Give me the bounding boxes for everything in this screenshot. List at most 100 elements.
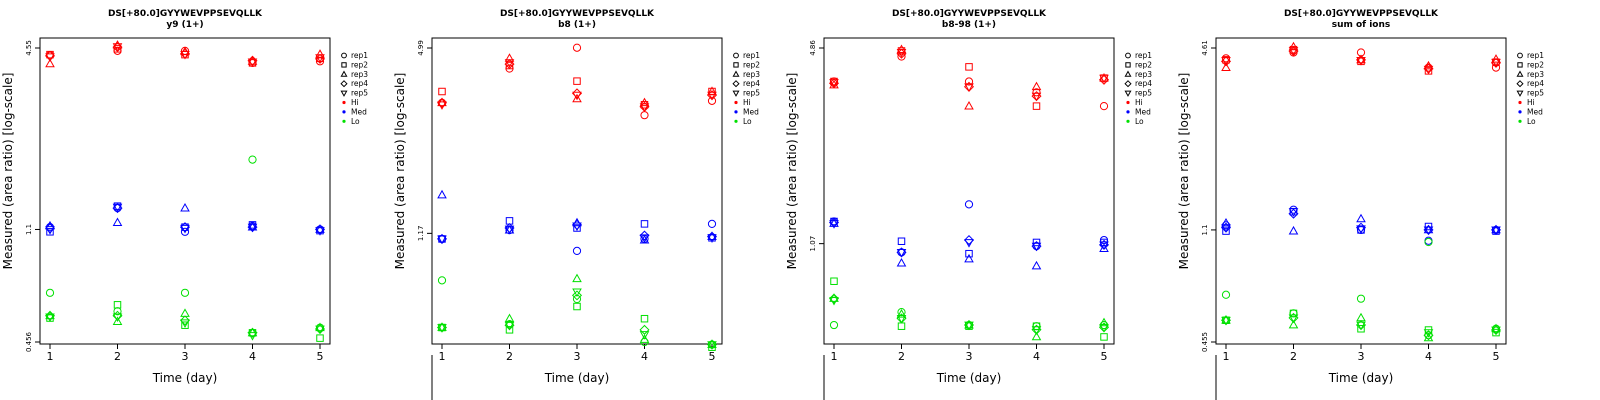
legend-label-rep4: rep4	[1135, 79, 1152, 88]
legend-marker-rep3	[1124, 70, 1132, 77]
data-point-hi-rep1-day5	[707, 96, 717, 105]
data-point-med-rep5-day5	[1491, 226, 1501, 236]
data-point-med-rep4-day4	[639, 230, 650, 241]
x-tick-label: 4	[641, 350, 648, 363]
chart-subtitle: b8 (1+)	[558, 20, 596, 30]
data-point-lo-rep1-day3	[180, 288, 190, 297]
legend-marker-lo	[734, 119, 738, 123]
data-point-lo-rep5-day5	[315, 325, 325, 335]
y-axis-label: Measured (area ratio) [log-scale]	[785, 73, 799, 270]
data-point-lo-rep3-day1	[1221, 315, 1231, 324]
chart-subtitle: b8-98 (1+)	[942, 20, 996, 30]
y-tick-label: 0.456	[25, 331, 33, 352]
data-point-med-rep3-day3	[180, 202, 190, 212]
series-lo	[1220, 290, 1502, 342]
legend-label-rep2: rep2	[1135, 60, 1152, 69]
x-tick-label: 3	[1358, 350, 1365, 363]
data-point-med-rep2-day1	[1222, 227, 1230, 235]
data-point-med-rep1-day3	[180, 227, 190, 236]
data-point-lo-rep1-day4	[1424, 331, 1433, 340]
data-point-lo-rep5-day5	[707, 341, 717, 350]
data-point-lo-rep5-day3	[180, 319, 190, 328]
legend-label-rep1: rep1	[743, 51, 760, 60]
data-point-med-rep3-day3	[1356, 213, 1366, 223]
data-point-lo-rep5-day1	[45, 313, 55, 323]
data-point-hi-rep5-day4	[1423, 65, 1434, 75]
data-point-med-rep2-day4	[1424, 222, 1433, 231]
plot-frame	[39, 37, 331, 345]
series-lo	[436, 273, 718, 351]
data-point-lo-rep2-day3	[1357, 325, 1365, 333]
data-point-med-rep5-day4	[247, 223, 258, 233]
legend-label-rep3: rep3	[351, 70, 368, 79]
data-point-med-rep4-day3	[963, 235, 975, 246]
data-point-hi-rep1-day4	[640, 111, 649, 120]
data-point-med-rep3-day5	[1099, 243, 1109, 252]
data-point-hi-rep2-day1	[438, 87, 446, 96]
data-point-med-rep1-day3	[964, 200, 974, 209]
data-point-hi-rep2-day4	[1032, 102, 1041, 110]
chart-subtitle: y9 (1+)	[166, 20, 203, 30]
data-point-hi-rep3-day4	[1423, 60, 1434, 70]
legend-label-rep5: rep5	[743, 89, 760, 98]
data-point-med-rep3-day2	[112, 217, 123, 227]
data-point-hi-rep4-day1	[436, 97, 448, 108]
x-tick-label: 4	[1425, 350, 1432, 363]
data-point-hi-rep3-day2	[504, 53, 515, 62]
data-point-lo-rep5-day4	[1031, 326, 1042, 335]
legend-label-med: Med	[743, 107, 759, 116]
chart-title: DS[+80.0]GYYWEVPPSEVQLLK	[108, 9, 263, 19]
data-point-hi-rep5-day5	[1099, 74, 1109, 84]
x-tick-label: 3	[182, 350, 189, 363]
data-point-hi-rep5-day4	[247, 58, 258, 68]
x-tick-label: 2	[506, 350, 513, 363]
data-point-med-rep2-day4	[1032, 238, 1041, 247]
x-axis-label: Time (day)	[936, 371, 1002, 385]
data-point-lo-rep5-day1	[1221, 316, 1231, 326]
legend-label-rep3: rep3	[743, 70, 760, 79]
data-point-lo-rep5-day2	[504, 321, 515, 331]
data-point-lo-rep1-day1	[1221, 290, 1231, 299]
data-point-med-rep1-day3	[572, 246, 582, 255]
data-point-hi-rep5-day2	[896, 48, 907, 58]
data-point-med-rep1-day5	[707, 219, 717, 228]
legend-label-rep5: rep5	[351, 89, 368, 98]
data-point-med-rep5-day4	[1031, 242, 1042, 252]
data-point-hi-rep1-day3	[964, 77, 974, 86]
legend-label-rep4: rep4	[1527, 79, 1544, 88]
legend-marker-rep1	[1517, 52, 1523, 59]
data-point-med-rep3-day2	[1288, 225, 1299, 235]
data-point-med-rep5-day5	[707, 234, 717, 243]
legend-marker-rep1	[1125, 52, 1131, 59]
data-point-hi-rep4-day5	[1098, 74, 1110, 85]
data-point-hi-rep3-day5	[707, 86, 717, 95]
x-tick-label: 1	[831, 350, 838, 363]
legend-marker-hi	[1518, 100, 1522, 105]
data-point-lo-rep5-day4	[639, 331, 650, 340]
data-point-hi-rep3-day5	[315, 49, 325, 58]
data-point-hi-rep3-day1	[45, 58, 55, 68]
data-point-med-rep5-day1	[45, 226, 55, 235]
data-point-lo-rep5-day3	[572, 288, 582, 298]
legend-label-rep2: rep2	[743, 60, 760, 69]
data-point-lo-rep2-day2	[505, 326, 514, 334]
legend-marker-rep5	[1516, 90, 1524, 97]
x-tick-label: 5	[1101, 350, 1108, 363]
data-point-hi-rep5-day5	[707, 91, 717, 101]
data-point-lo-rep5-day2	[1288, 314, 1299, 324]
data-point-med-rep3-day4	[639, 234, 650, 244]
legend-label-lo: Lo	[1527, 117, 1536, 126]
data-point-med-rep2-day2	[897, 237, 906, 245]
y-axis-label: Measured (area ratio) [log-scale]	[393, 73, 407, 270]
legend-marker-rep3	[732, 70, 740, 77]
series-lo-outlier	[248, 155, 257, 164]
series-med	[1220, 205, 1502, 245]
series-lo	[44, 288, 326, 342]
data-point-lo-rep5-day5	[1491, 326, 1501, 336]
x-tick-label: 3	[966, 350, 973, 363]
data-point-hi-rep5-day1	[1221, 57, 1231, 66]
data-point-med-rep3-day4	[247, 221, 258, 231]
data-point-hi-rep5-day5	[1491, 58, 1501, 68]
data-point-lo-rep2-day2	[1289, 309, 1298, 318]
